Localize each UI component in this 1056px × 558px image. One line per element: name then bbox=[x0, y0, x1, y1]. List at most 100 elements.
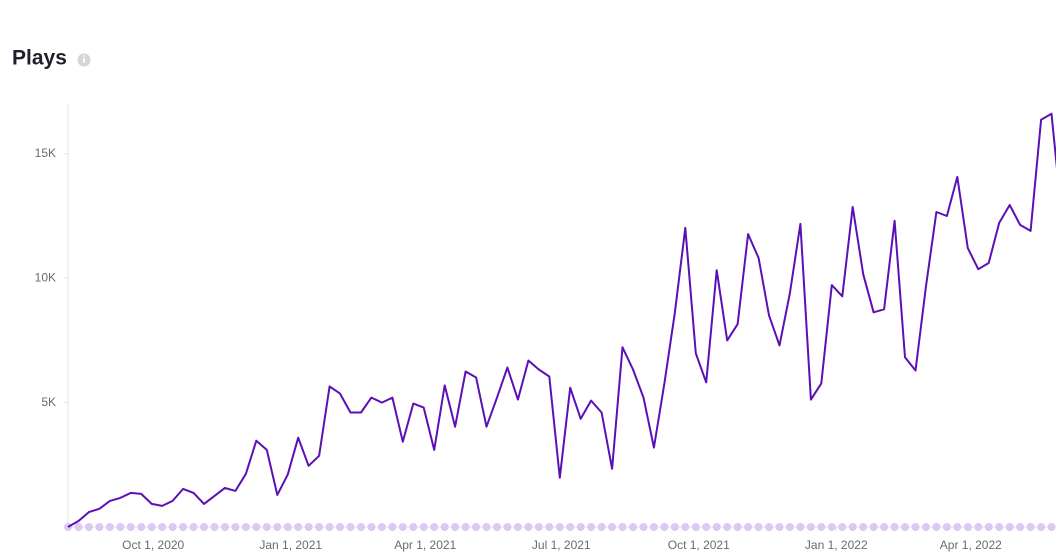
week-marker bbox=[576, 523, 585, 531]
week-marker bbox=[168, 523, 177, 531]
week-marker bbox=[932, 523, 941, 531]
y-tick-label: 10K bbox=[35, 270, 56, 284]
week-marker bbox=[838, 523, 847, 531]
week-marker bbox=[639, 523, 648, 531]
week-marker bbox=[597, 523, 606, 531]
week-marker bbox=[503, 523, 512, 531]
x-tick-label: Apr 1, 2022 bbox=[940, 538, 1002, 552]
week-marker bbox=[84, 523, 93, 531]
week-marker bbox=[1005, 523, 1014, 531]
week-marker bbox=[126, 523, 135, 531]
week-marker bbox=[911, 523, 920, 531]
week-marker bbox=[587, 523, 596, 531]
week-marker bbox=[231, 523, 240, 531]
week-marker bbox=[241, 523, 250, 531]
week-marker bbox=[346, 523, 355, 531]
plot-area bbox=[64, 112, 1056, 531]
week-marker bbox=[294, 523, 303, 531]
week-marker bbox=[388, 523, 397, 531]
week-marker bbox=[105, 523, 114, 531]
week-marker bbox=[555, 523, 564, 531]
week-marker bbox=[670, 523, 679, 531]
week-marker bbox=[712, 523, 721, 531]
week-marker bbox=[419, 523, 428, 531]
week-marker bbox=[513, 523, 522, 531]
info-icon[interactable] bbox=[77, 53, 91, 67]
week-marker bbox=[356, 523, 365, 531]
y-tick-label: 15K bbox=[35, 146, 56, 160]
week-marker bbox=[482, 523, 491, 531]
week-marker bbox=[880, 523, 889, 531]
week-marker bbox=[492, 523, 501, 531]
week-marker bbox=[681, 523, 690, 531]
week-marker bbox=[566, 523, 575, 531]
week-marker bbox=[472, 523, 481, 531]
week-marker bbox=[461, 523, 470, 531]
x-tick-label: Jul 1, 2021 bbox=[532, 538, 591, 552]
week-marker bbox=[409, 523, 418, 531]
week-marker bbox=[984, 523, 993, 531]
week-marker bbox=[974, 523, 983, 531]
week-marker bbox=[1016, 523, 1025, 531]
week-marker bbox=[210, 523, 219, 531]
week-marker bbox=[262, 523, 271, 531]
week-marker bbox=[785, 523, 794, 531]
week-marker bbox=[200, 523, 209, 531]
week-marker bbox=[252, 523, 261, 531]
week-marker bbox=[817, 523, 826, 531]
week-marker bbox=[859, 523, 868, 531]
week-marker bbox=[534, 523, 543, 531]
week-marker bbox=[744, 523, 753, 531]
week-marker bbox=[1026, 523, 1035, 531]
week-marker bbox=[545, 523, 554, 531]
week-marker bbox=[775, 523, 784, 531]
week-marker bbox=[158, 523, 167, 531]
week-marker bbox=[702, 523, 711, 531]
x-tick-label: Jan 1, 2021 bbox=[259, 538, 322, 552]
week-marker bbox=[806, 523, 815, 531]
week-marker bbox=[1047, 523, 1056, 531]
week-marker bbox=[273, 523, 282, 531]
week-marker bbox=[116, 523, 125, 531]
week-marker bbox=[377, 523, 386, 531]
week-marker bbox=[440, 523, 449, 531]
week-marker bbox=[921, 523, 930, 531]
week-marker bbox=[367, 523, 376, 531]
week-marker bbox=[754, 523, 763, 531]
week-marker bbox=[723, 523, 732, 531]
week-marker bbox=[220, 523, 229, 531]
week-marker bbox=[628, 523, 637, 531]
week-marker bbox=[315, 523, 324, 531]
chart-title: Plays bbox=[12, 47, 67, 70]
x-tick-label: Oct 1, 2020 bbox=[122, 538, 184, 552]
week-marker bbox=[95, 523, 104, 531]
week-marker bbox=[649, 523, 658, 531]
week-marker bbox=[660, 523, 669, 531]
week-marker bbox=[827, 523, 836, 531]
week-marker bbox=[147, 523, 156, 531]
week-marker bbox=[765, 523, 774, 531]
week-marker bbox=[524, 523, 533, 531]
week-marker bbox=[691, 523, 700, 531]
line bbox=[67, 112, 1056, 528]
week-marker bbox=[336, 523, 345, 531]
week-marker bbox=[995, 523, 1004, 531]
x-tick-label: Jan 1, 2022 bbox=[805, 538, 868, 552]
week-marker bbox=[1037, 523, 1046, 531]
week-marker bbox=[189, 523, 198, 531]
week-marker bbox=[430, 523, 439, 531]
week-marker bbox=[953, 523, 962, 531]
week-marker bbox=[901, 523, 910, 531]
week-marker bbox=[733, 523, 742, 531]
week-marker bbox=[283, 523, 292, 531]
week-marker bbox=[942, 523, 951, 531]
y-tick-label: 5K bbox=[41, 395, 56, 409]
week-marker bbox=[796, 523, 805, 531]
week-marker bbox=[451, 523, 460, 531]
week-marker bbox=[848, 523, 857, 531]
week-marker bbox=[304, 523, 313, 531]
week-marker bbox=[963, 523, 972, 531]
week-marker bbox=[179, 523, 188, 531]
week-marker bbox=[608, 523, 617, 531]
